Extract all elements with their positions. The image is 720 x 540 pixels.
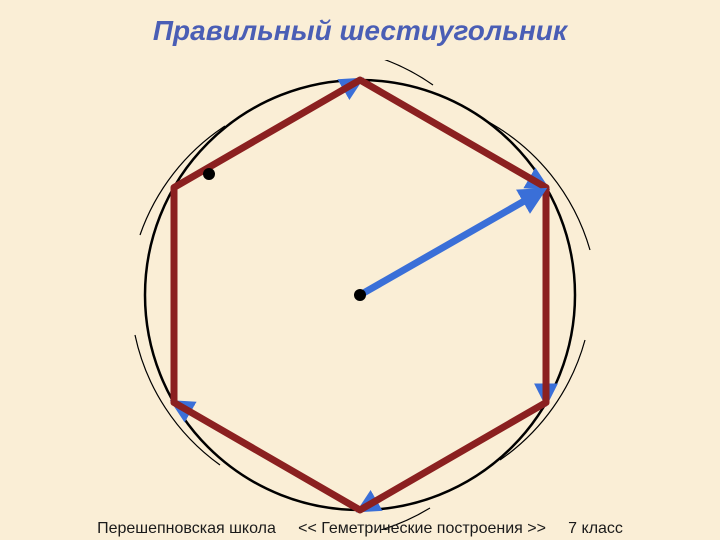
page-footer: Перешепновская школа << Геметрические по…: [0, 520, 720, 538]
footer-right: 7 класс: [568, 520, 623, 537]
footer-left: Перешепновская школа: [97, 520, 276, 537]
page-title: Правильный шестиугольник: [0, 15, 720, 47]
hexagon-diagram: [110, 60, 610, 530]
footer-middle: << Геметрические построения >>: [298, 520, 546, 537]
